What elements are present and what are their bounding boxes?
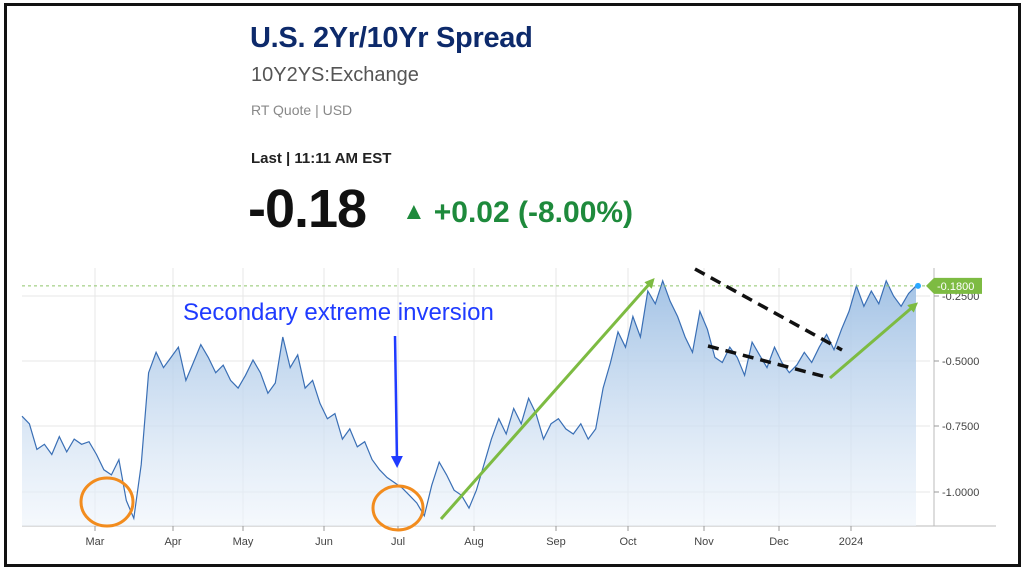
channel-lower-line [707,344,827,379]
annotation-arrow [390,335,403,468]
last-time-label: Last | 11:11 AM EST [251,150,392,167]
x-tick-label: Aug [464,536,484,548]
y-tick-label: -0.7500 [942,421,979,433]
page-title: U.S. 2Yr/10Yr Spread [250,22,533,54]
x-axis: Mar Apr May Jun Jul Aug Sep Oct Nov Dec 2024 [86,526,863,548]
badge-shape [926,277,982,294]
x-tick-label: Sep [546,536,566,548]
symbol-label: 10Y2YS:Exchange [251,64,419,86]
change-value: +0.02 (-8.00%) [433,196,634,229]
quote-info: RT Quote | USD [251,102,353,118]
x-tick-label: Mar [86,536,105,548]
x-tick-label: Dec [769,536,789,548]
x-tick-label: Nov [694,536,714,548]
series-area [22,280,916,526]
x-tick-label: Apr [164,536,181,548]
change-display: ▲ +0.02 (-8.00%) [402,196,633,230]
channel-upper-line [694,267,843,352]
current-value-badge: -0.1800 [915,277,982,294]
up-triangle-icon: ▲ [402,198,426,225]
uptrend-arrow-1 [439,278,655,520]
annotations: Secondary extreme inversion [79,267,919,532]
current-value-dot [915,282,921,289]
y-tick-label: -0.2500 [942,291,979,303]
last-value: -0.18 [248,179,367,239]
x-tick-label: 2024 [839,536,863,548]
y-tick-label: -0.5000 [942,356,979,368]
badge-label: -0.1800 [937,281,974,293]
x-tick-label: May [233,536,254,548]
y-tick-label: -1.0000 [942,487,979,499]
x-tick-label: Jun [315,536,333,548]
uptrend-arrow-2 [829,302,919,380]
x-tick-label: Jul [391,536,405,548]
x-tick-label: Oct [619,536,636,548]
series-line [21,278,917,521]
july-circle [371,484,425,532]
march-circle [79,476,135,528]
annotation-label: Secondary extreme inversion [183,299,494,326]
y-axis: -0.2500 -0.5000 -0.7500 -1.0000 [934,291,979,499]
